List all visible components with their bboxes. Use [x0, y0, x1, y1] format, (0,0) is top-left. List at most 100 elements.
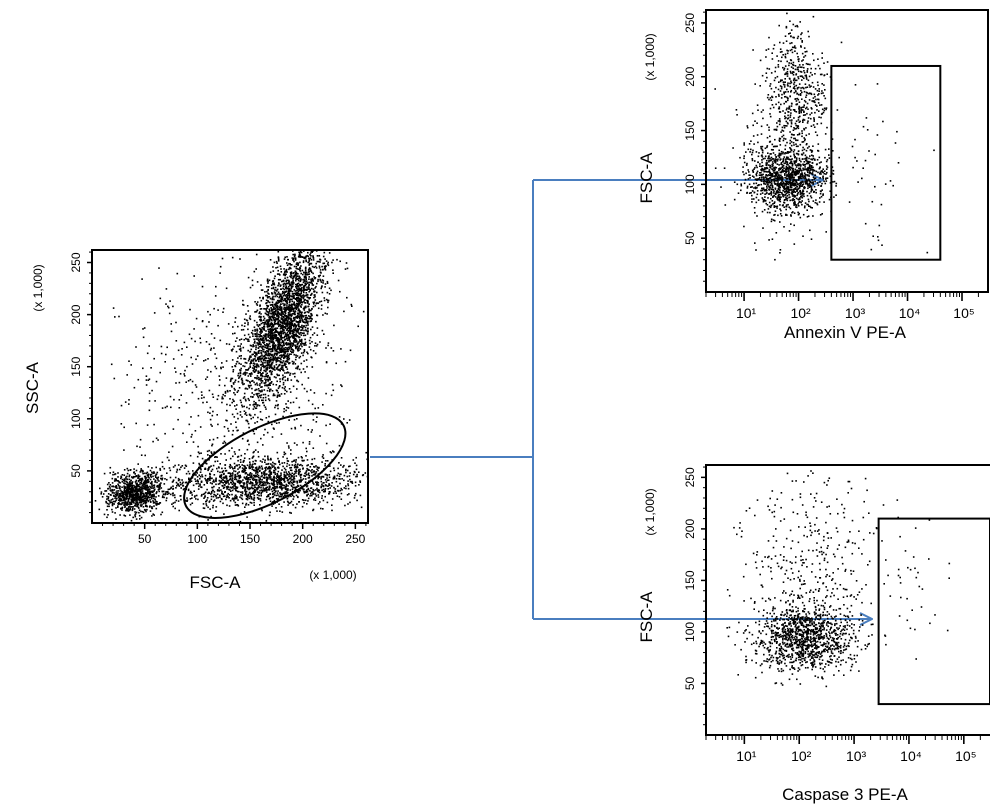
event-dot	[139, 471, 142, 473]
event-dot	[297, 296, 299, 299]
event-dot	[109, 489, 112, 491]
event-dot	[273, 357, 275, 360]
event-dot	[281, 341, 284, 344]
event-dot	[254, 356, 257, 358]
event-dot	[130, 476, 133, 478]
event-dot	[119, 500, 121, 502]
event-dot	[131, 506, 134, 508]
event-dot	[250, 375, 252, 377]
event-dot	[286, 360, 288, 363]
event-dot	[271, 334, 274, 337]
event-dot	[260, 350, 263, 352]
event-dot	[241, 485, 243, 487]
event-dot	[249, 478, 251, 481]
event-dot	[273, 298, 275, 301]
event-dot	[198, 474, 201, 476]
event-dot	[250, 356, 252, 358]
event-dot	[220, 477, 223, 480]
event-dot	[280, 334, 282, 336]
event-dot	[115, 499, 117, 501]
event-dot	[323, 262, 326, 265]
event-dot	[124, 515, 127, 517]
event-dot	[319, 269, 322, 271]
event-dot	[289, 300, 291, 303]
event-dot	[228, 497, 230, 499]
event-dot	[279, 482, 281, 484]
event-dot	[312, 488, 314, 491]
event-dot	[237, 490, 239, 493]
event-dot	[280, 336, 282, 338]
event-dot	[300, 463, 302, 466]
event-dot	[298, 268, 300, 270]
event-dot	[277, 256, 280, 258]
event-dot	[155, 502, 157, 505]
event-dot	[285, 366, 287, 368]
event-dot	[278, 349, 281, 351]
event-dot	[255, 388, 257, 391]
event-dot	[262, 322, 264, 324]
event-dot	[312, 482, 314, 484]
event-dot	[302, 294, 304, 297]
event-dot	[255, 428, 257, 431]
event-dot	[249, 315, 251, 317]
event-dot	[190, 480, 193, 482]
event-dot	[126, 481, 129, 484]
event-dot	[268, 301, 271, 304]
event-dot	[262, 399, 264, 402]
event-dot	[131, 508, 134, 510]
event-dot	[276, 273, 279, 275]
event-dot	[304, 472, 306, 475]
event-dot	[153, 486, 156, 488]
event-dot	[144, 481, 147, 483]
event-dot	[146, 486, 148, 489]
event-dot	[164, 478, 166, 480]
event-dot	[274, 344, 277, 346]
event-dot	[293, 473, 296, 475]
event-dot	[353, 497, 356, 499]
event-dot	[322, 268, 324, 271]
event-dot	[294, 470, 296, 473]
event-dot	[309, 466, 312, 468]
event-dot	[199, 475, 202, 478]
event-dot	[225, 470, 227, 472]
event-dot	[280, 347, 283, 350]
event-dot	[298, 491, 300, 494]
event-dot	[298, 336, 301, 338]
event-dot	[263, 341, 266, 343]
event-dot	[133, 476, 136, 478]
event-dot	[140, 500, 142, 502]
event-dot	[159, 485, 161, 488]
event-dot	[270, 350, 272, 353]
event-dot	[271, 297, 274, 300]
event-dot	[272, 295, 274, 298]
event-dot	[299, 468, 301, 471]
event-dot	[142, 506, 145, 508]
event-dot	[158, 484, 161, 486]
event-dot	[243, 338, 245, 341]
event-dot	[284, 317, 287, 320]
event-dot	[270, 322, 273, 324]
event-dot	[136, 482, 138, 485]
event-dot	[284, 346, 287, 349]
event-dot	[280, 317, 283, 320]
event-dot	[307, 487, 310, 490]
event-dot	[288, 301, 291, 304]
event-dot	[279, 305, 281, 307]
event-dot	[315, 472, 317, 475]
event-dot	[157, 476, 160, 479]
event-dot	[293, 459, 296, 462]
event-dot	[268, 312, 270, 315]
event-dot	[245, 504, 247, 506]
event-dot	[247, 310, 250, 312]
event-dot	[324, 312, 327, 315]
event-dot	[252, 416, 254, 419]
event-dot	[294, 506, 297, 509]
event-dot	[293, 255, 296, 258]
event-dot	[266, 360, 269, 362]
event-dot	[260, 332, 262, 334]
event-dot	[262, 477, 265, 479]
event-dot	[255, 407, 258, 409]
event-dot	[286, 264, 289, 266]
event-dot	[230, 472, 232, 475]
event-dot	[132, 475, 135, 478]
